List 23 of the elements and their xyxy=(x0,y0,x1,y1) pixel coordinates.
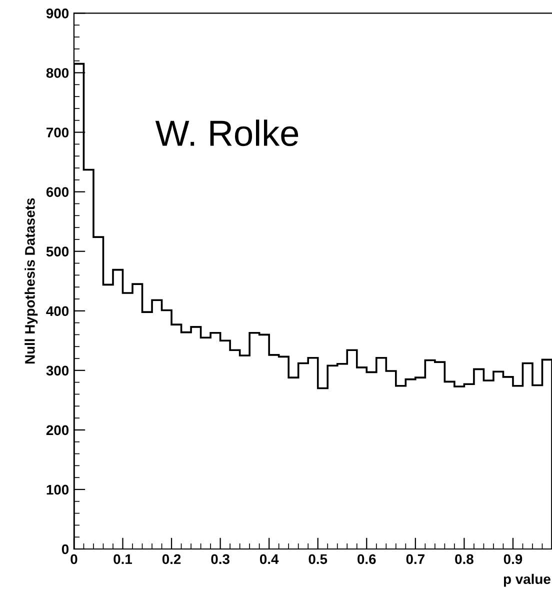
y-tick-label: 800 xyxy=(46,68,69,78)
x-tick-label: 0.7 xyxy=(406,554,424,564)
y-axis-title: Null Hypothesis Datasets xyxy=(24,198,38,364)
x-axis-title: p value xyxy=(504,574,550,587)
y-tick-label: 100 xyxy=(46,484,69,495)
y-tick-label: 700 xyxy=(46,128,69,138)
x-tick-label: 0.2 xyxy=(162,554,181,564)
y-tick-label: 0 xyxy=(62,544,69,554)
x-tick-label: 0.1 xyxy=(114,554,132,564)
x-tick-label: 0.4 xyxy=(260,554,279,564)
x-tick-label: 0.5 xyxy=(308,554,328,564)
annotation: W. Rolke xyxy=(155,120,298,146)
x-tick-label: 0.6 xyxy=(358,554,376,564)
y-tick-label: 500 xyxy=(46,246,69,257)
x-tick-label: 0 xyxy=(70,554,78,564)
y-tick-label: 900 xyxy=(46,8,69,18)
y-tick-label: 200 xyxy=(46,425,69,436)
x-tick-label: 0.8 xyxy=(455,554,474,564)
y-tick-label: 300 xyxy=(46,366,69,376)
x-tick-label: 0.9 xyxy=(504,554,522,564)
y-tick-label: 600 xyxy=(46,187,69,197)
y-tick-label: 400 xyxy=(46,306,69,316)
x-tick-label: 0.3 xyxy=(211,554,230,564)
